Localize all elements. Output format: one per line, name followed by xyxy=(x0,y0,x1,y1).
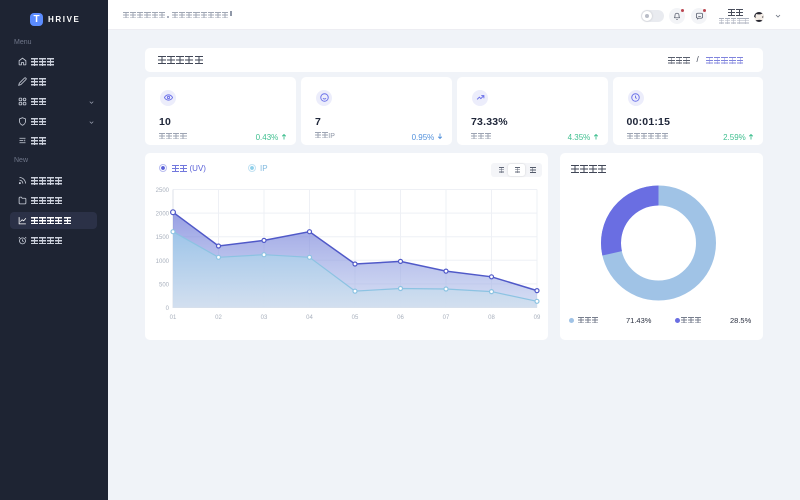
svg-text:08: 08 xyxy=(488,315,495,321)
svg-text:2500: 2500 xyxy=(156,188,170,194)
svg-text:1000: 1000 xyxy=(156,258,170,264)
svg-text:1500: 1500 xyxy=(156,235,170,241)
svg-text:04: 04 xyxy=(306,315,313,321)
svg-text:05: 05 xyxy=(352,315,359,321)
svg-text:0: 0 xyxy=(166,306,170,312)
svg-text:03: 03 xyxy=(261,315,268,321)
svg-text:02: 02 xyxy=(215,315,222,321)
svg-text:09: 09 xyxy=(534,315,541,321)
svg-text:01: 01 xyxy=(170,315,177,321)
svg-text:500: 500 xyxy=(159,282,170,288)
svg-text:2000: 2000 xyxy=(156,211,170,217)
svg-text:06: 06 xyxy=(397,315,404,321)
svg-text:07: 07 xyxy=(443,315,450,321)
